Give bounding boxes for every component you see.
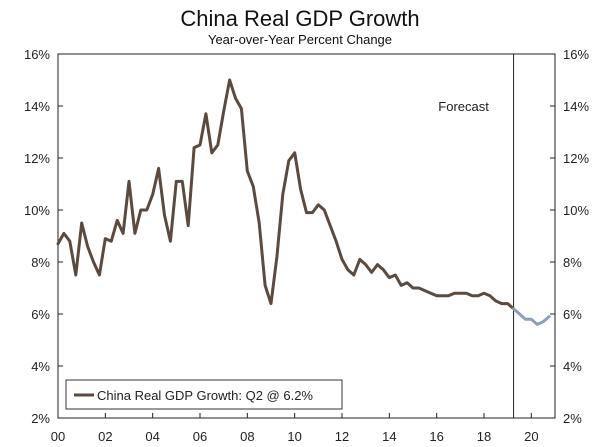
- y-tick-label-right: 6%: [563, 307, 582, 322]
- x-tick-label: 06: [193, 429, 207, 444]
- legend-label: China Real GDP Growth: Q2 @ 6.2%: [97, 388, 313, 403]
- y-tick-label-left: 12%: [24, 151, 50, 166]
- y-tick-label-left: 4%: [31, 359, 50, 374]
- chart-title: China Real GDP Growth: [180, 6, 419, 31]
- forecast-annotation: Forecast: [438, 99, 489, 114]
- y-tick-label-left: 2%: [31, 411, 50, 426]
- y-tick-label-left: 14%: [24, 99, 50, 114]
- x-tick-label: 08: [240, 429, 254, 444]
- y-tick-label-right: 16%: [563, 47, 589, 62]
- x-tick-label: 18: [477, 429, 491, 444]
- plot-area: 2% 2% 4% 4% 6% 6% 8% 8% 10% 10% 12% 12% 14% 14% 16% 16%…: [24, 47, 589, 444]
- y-tick-label-right: 10%: [563, 203, 589, 218]
- gdp-series-line: [56, 78, 516, 311]
- x-tick-label: 02: [98, 429, 112, 444]
- chart-subtitle: Year-over-Year Percent Change: [208, 32, 392, 47]
- y-tick-label-left: 16%: [24, 47, 50, 62]
- y-tick-label-left: 8%: [31, 255, 50, 270]
- legend: China Real GDP Growth: Q2 @ 6.2%: [65, 379, 343, 410]
- y-tick-label-left: 10%: [24, 203, 50, 218]
- y-tick-label-right: 12%: [563, 151, 589, 166]
- x-tick-label: 10: [287, 429, 301, 444]
- y-tick-label-right: 8%: [563, 255, 582, 270]
- forecast-series-line: [512, 307, 551, 326]
- x-tick-label: 00: [51, 429, 65, 444]
- plot-frame: [57, 53, 556, 419]
- x-tick-label: 16: [429, 429, 443, 444]
- x-tick-label: 04: [145, 429, 159, 444]
- y-tick-label-left: 6%: [31, 307, 50, 322]
- x-tick-label: 20: [524, 429, 538, 444]
- x-tick-label: 12: [335, 429, 349, 444]
- y-tick-label-right: 14%: [563, 99, 589, 114]
- x-tick-label: 14: [382, 429, 396, 444]
- y-tick-label-right: 2%: [563, 411, 582, 426]
- legend-box: [65, 379, 343, 410]
- y-tick-label-right: 4%: [563, 359, 582, 374]
